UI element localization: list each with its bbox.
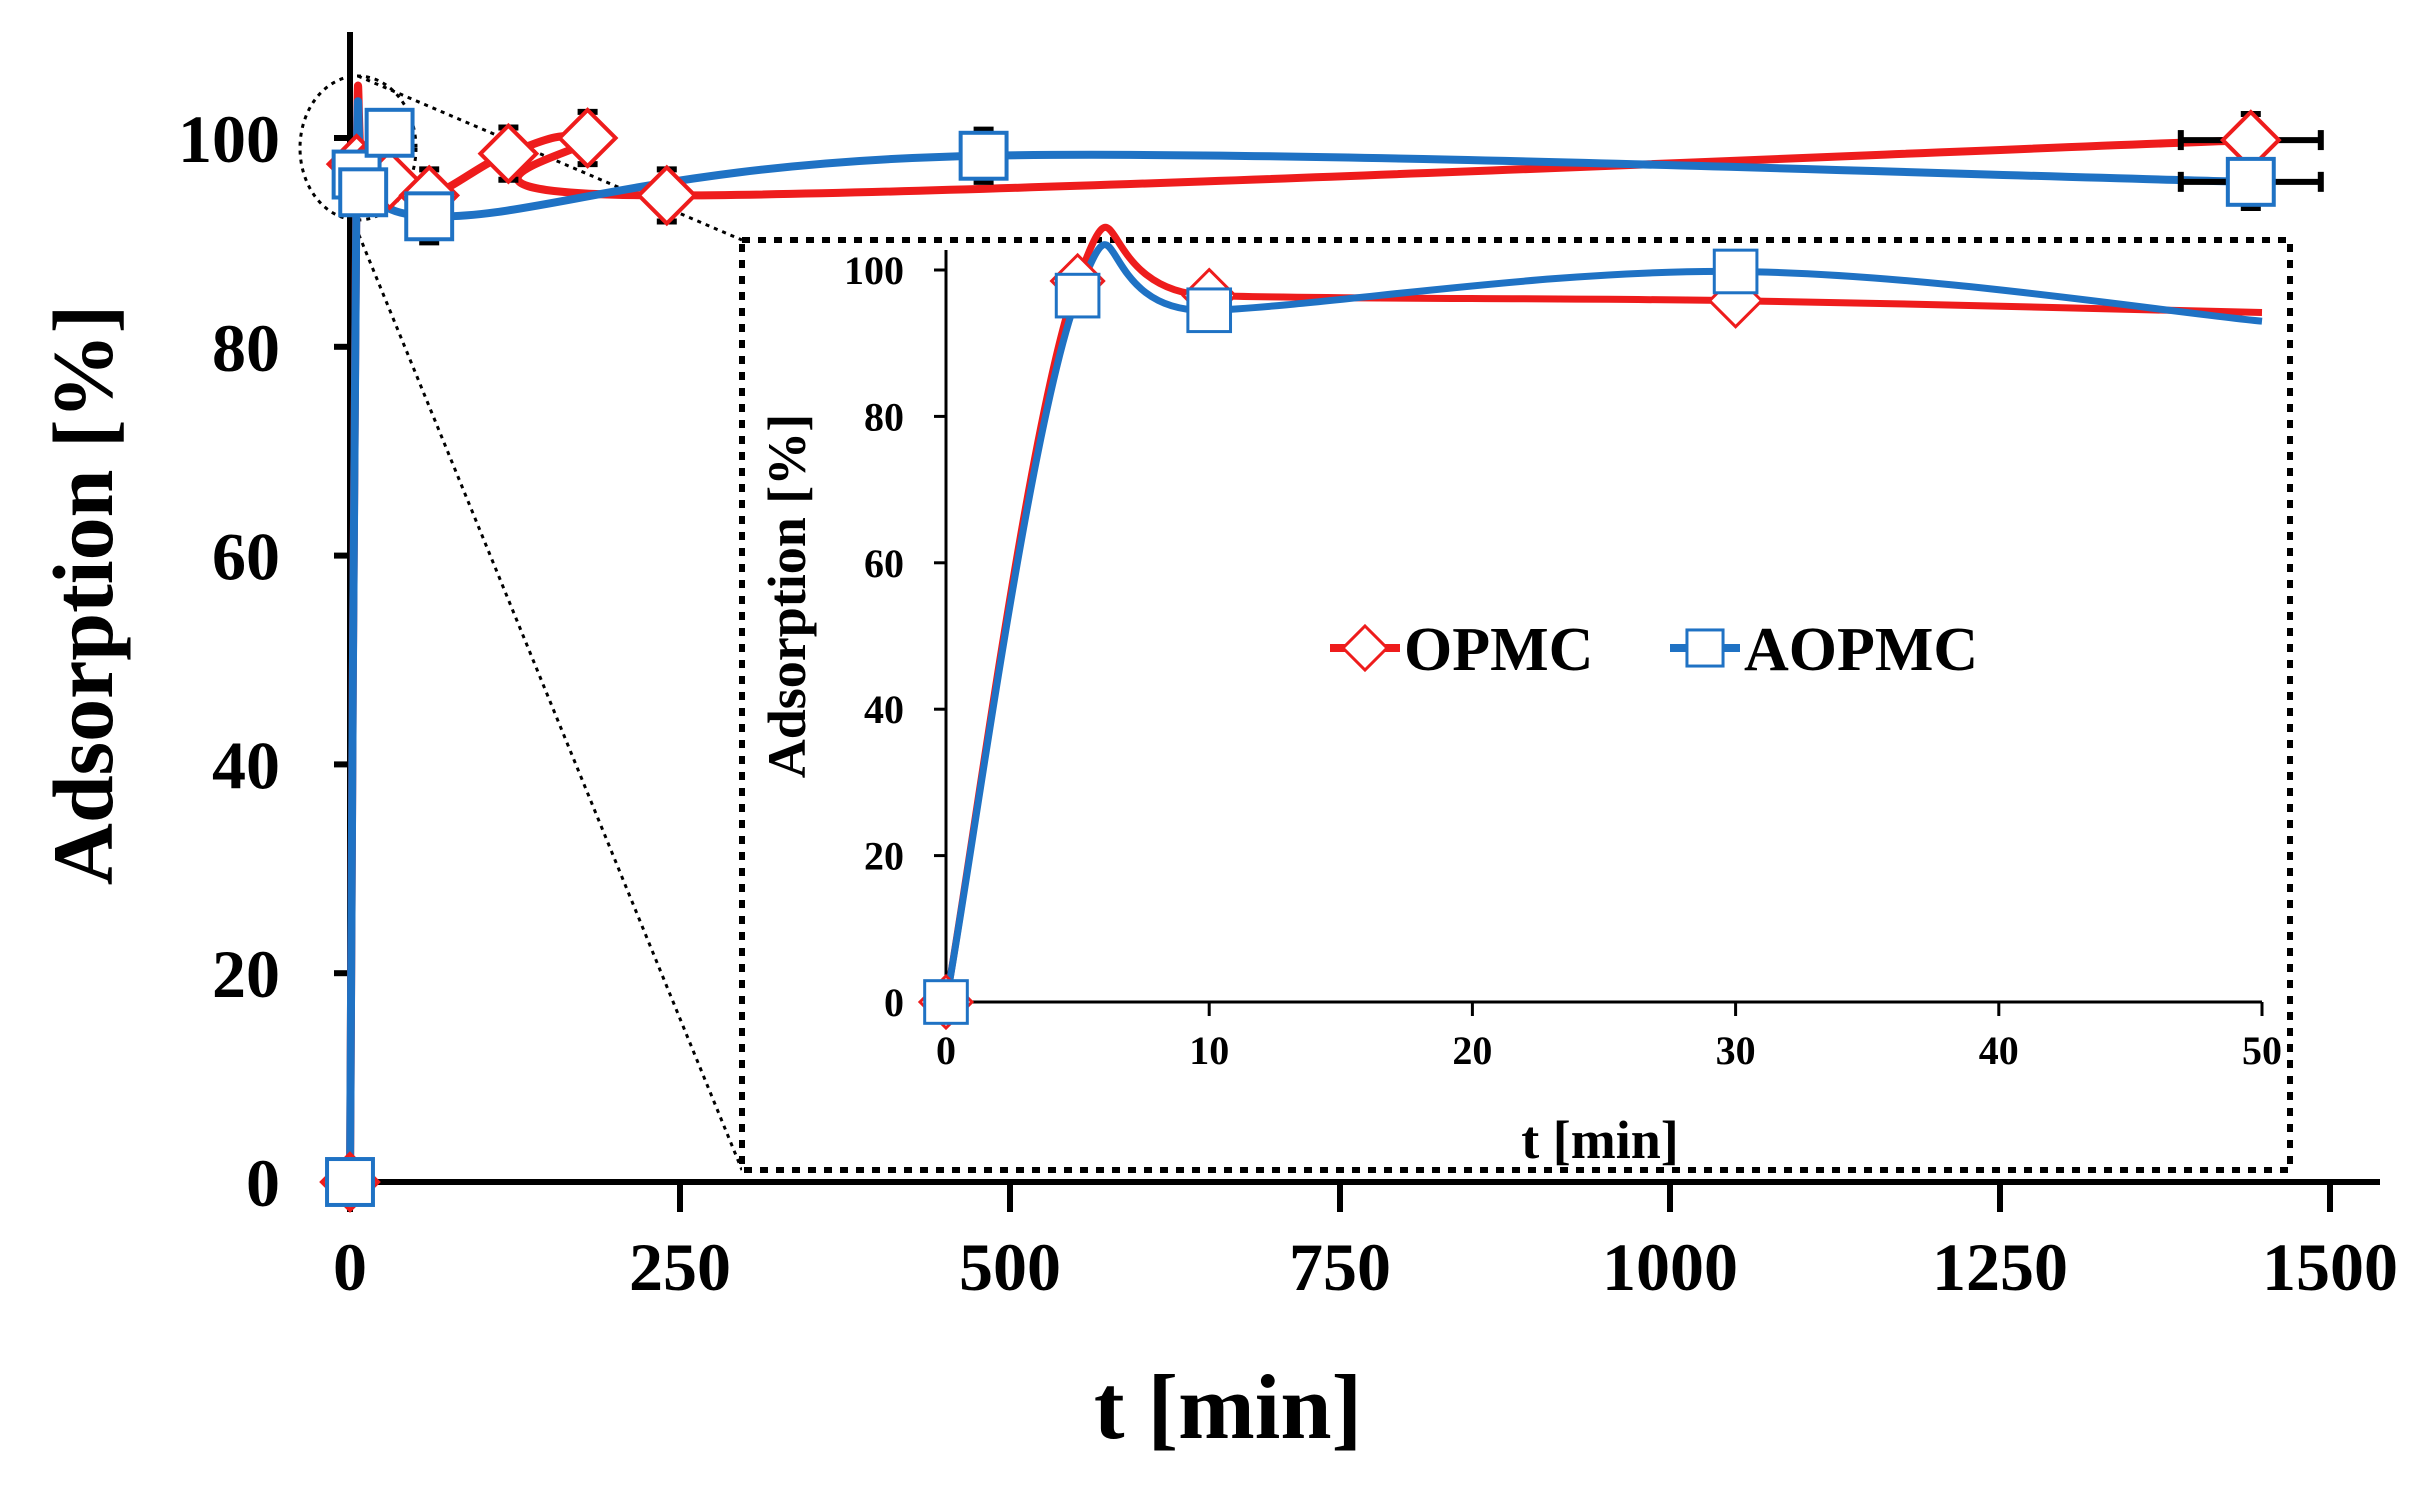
inset-x-axis-label: t [min] [1521, 1110, 1678, 1170]
main-y-tick-label: 60 [212, 519, 280, 595]
main-point-opmc [635, 164, 698, 227]
legend-label-aopmc: AOPMC [1744, 616, 1978, 684]
main-point-aopmc [958, 130, 1009, 181]
inset-y-axis-label: Adsorption [%] [757, 414, 817, 779]
zoom-indicator [298, 74, 744, 1171]
main-x-tick-label: 0 [333, 1229, 367, 1305]
main-point-aopmc [338, 167, 389, 218]
main-series [319, 81, 2324, 1213]
legend-label-opmc: OPMC [1404, 616, 1593, 684]
main-point-aopmc [325, 1157, 375, 1207]
legend: OPMC AOPMC [1330, 616, 1978, 684]
main-y-tick-label: 100 [178, 101, 280, 177]
inset-axes: 0 10 20 30 40 50 0 20 40 60 80 100 [844, 248, 2282, 1073]
inset-point-aopmc [923, 979, 969, 1025]
main-y-tick-label: 20 [212, 936, 280, 1012]
main-point-opmc [477, 122, 540, 185]
inset-y-tick-label: 20 [864, 834, 904, 879]
main-x-tick-label: 250 [629, 1229, 731, 1305]
inset-y-tick-label: 100 [844, 248, 904, 293]
main-x-tick-label: 1250 [1932, 1229, 2068, 1305]
inset-x-tick-label: 30 [1716, 1028, 1756, 1073]
main-x-tick-label: 1000 [1602, 1229, 1738, 1305]
inset-point-aopmc [1712, 248, 1759, 295]
inset-y-tick-label: 60 [864, 541, 904, 586]
main-y-tick-label: 0 [246, 1145, 280, 1221]
zoom-connector-bottom [350, 217, 744, 1171]
inset-y-tick-label: 0 [884, 980, 904, 1025]
main-y-tick-label: 40 [212, 727, 280, 803]
main-point-aopmc [2225, 156, 2276, 207]
inset-point-aopmc [1186, 287, 1233, 334]
main-x-tick-label: 500 [959, 1229, 1061, 1305]
main-point-opmc [556, 107, 619, 169]
main-x-tick-label: 1500 [2262, 1229, 2398, 1305]
main-point-aopmc [404, 191, 455, 242]
inset-x-tick-label: 0 [936, 1028, 956, 1073]
inset-x-tick-label: 20 [1452, 1028, 1492, 1073]
main-y-tick-label: 80 [212, 310, 280, 386]
legend-marker-aopmc [1685, 628, 1725, 668]
inset-series [917, 223, 2263, 1031]
main-point-aopmc [364, 107, 415, 158]
inset-x-tick-label: 50 [2242, 1028, 2282, 1073]
main-x-axis-label: t [min] [1094, 1356, 1362, 1458]
inset-x-tick-label: 10 [1189, 1028, 1229, 1073]
legend-marker-opmc [1340, 623, 1390, 673]
main-x-tick-label: 750 [1289, 1229, 1391, 1305]
inset-y-tick-label: 40 [864, 687, 904, 732]
inset-point-aopmc [1054, 272, 1101, 319]
inset-x-tick-label: 40 [1979, 1028, 2019, 1073]
inset-y-tick-label: 80 [864, 394, 904, 439]
inset-background [739, 237, 2293, 1173]
main-y-axis-label: Adsorption [%] [35, 305, 131, 886]
